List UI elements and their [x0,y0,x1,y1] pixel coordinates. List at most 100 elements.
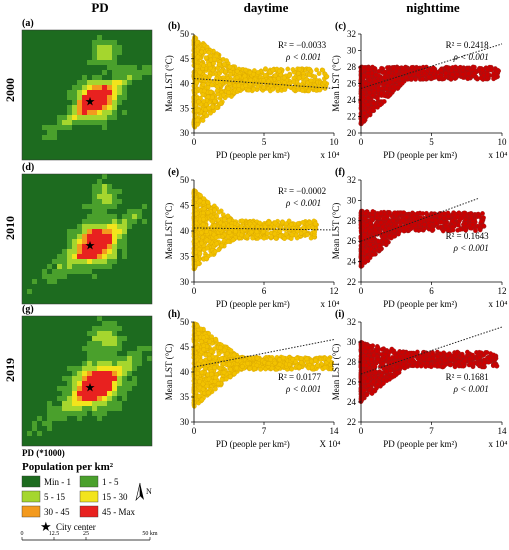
map-cell [112,386,117,391]
map-cell [82,441,87,446]
map-cell [97,70,102,75]
map-cell [117,361,122,366]
map-cell [62,150,67,155]
map-cell [42,150,47,155]
map-cell [132,90,137,95]
map-cell [107,351,112,356]
map-cell [42,279,47,284]
map-cell [47,356,52,361]
map-cell [107,229,112,234]
y-tick-label: 50 [180,175,190,185]
map-cell [97,90,102,95]
map-cell [117,259,122,264]
scatter-point [200,82,206,87]
map-cell [127,346,132,351]
map-cell [127,224,132,229]
map-cell [102,326,107,331]
map-cell [127,316,132,321]
map-cell [132,145,137,150]
map-cell [67,411,72,416]
map-cell [62,45,67,50]
map-cell [137,406,142,411]
map-cell [72,194,77,199]
map-cell [87,145,92,150]
map-cell [47,259,52,264]
map-cell [87,411,92,416]
map-cell [32,366,37,371]
map-cell [52,35,57,40]
scatter-point [322,86,328,91]
scatter-point [395,85,401,91]
map-cell [92,85,97,90]
map-cell [92,50,97,55]
map-cell [132,229,137,234]
map-cell [37,219,42,224]
map-cell [137,234,142,239]
map-cell [102,199,107,204]
map-cell [22,90,27,95]
map-cell [92,135,97,140]
map-cell [47,150,52,155]
map-cell [62,371,67,376]
map-cell [72,209,77,214]
map-cell [27,386,32,391]
y-axis-label: Mean LST (°C) [331,55,341,111]
map-cell [147,65,152,70]
r-squared-label: R² = −0.0002 [278,186,326,196]
map-cell [127,376,132,381]
scatter-point [285,66,291,72]
map-cell [27,436,32,441]
map-cell [127,401,132,406]
map-cell [142,284,147,289]
map-cell [132,316,137,321]
map-cell [97,174,102,179]
map-cell [72,336,77,341]
map-cell [92,274,97,279]
y-axis-label: Mean LST (°C) [164,55,174,111]
map-cell [112,356,117,361]
map-cell [132,274,137,279]
map-cell [117,150,122,155]
map-cell [62,326,67,331]
map-cell [92,356,97,361]
map-cell [122,381,127,386]
scatter-point [261,235,267,241]
map-cell [97,326,102,331]
map-cell [137,45,142,50]
map-cell [72,234,77,239]
map-cell [117,140,122,145]
map-cell [147,326,152,331]
map-cell [82,269,87,274]
scatter-point [474,75,479,80]
map-cell [32,184,37,189]
map-cell [102,351,107,356]
map-cell [67,406,72,411]
map-cell [87,279,92,284]
y-tick-label: 35 [180,252,190,262]
map-cell [137,199,142,204]
map-cell [127,356,132,361]
y-tick-label: 50 [180,29,190,39]
scatter-point [201,206,207,212]
map-cell [77,436,82,441]
map-cell [72,90,77,95]
map-cell [32,321,37,326]
map-cell [62,294,67,299]
map-cell [102,60,107,65]
map-cell [22,391,27,396]
map-cell [67,239,72,244]
map-cell [147,321,152,326]
map-cell [67,436,72,441]
map-cell [52,95,57,100]
map-cell [27,70,32,75]
map-cell [112,249,117,254]
map-cell [72,264,77,269]
scatter-point [214,105,220,111]
map-cell [42,421,47,426]
map-cell [37,371,42,376]
scatter-point [296,75,302,81]
map-cell [77,135,82,140]
map-cell [117,30,122,35]
map-cell [87,316,92,321]
